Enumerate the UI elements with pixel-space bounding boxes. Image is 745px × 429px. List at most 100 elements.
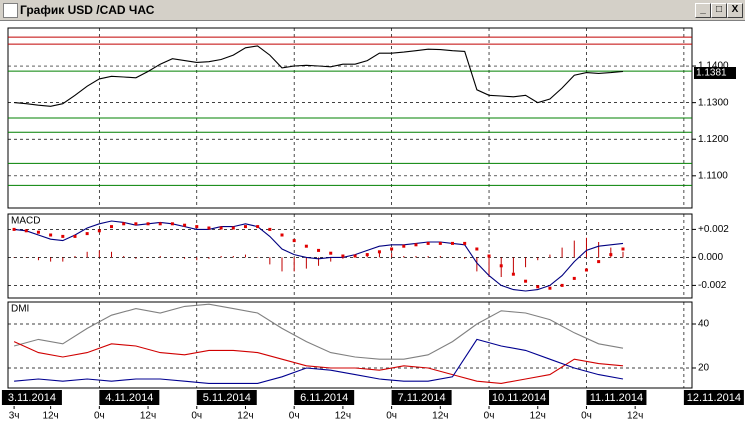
signal-dot bbox=[329, 251, 333, 255]
histogram-bar bbox=[598, 242, 600, 258]
signal-dot bbox=[183, 223, 187, 227]
histogram-bar bbox=[585, 237, 587, 258]
hour-label: 12ч bbox=[237, 411, 253, 422]
close-button[interactable]: X bbox=[727, 3, 743, 18]
histogram-bar bbox=[415, 256, 417, 258]
signal-dot bbox=[97, 229, 101, 233]
histogram-bar bbox=[208, 257, 210, 259]
date-box bbox=[1, 390, 62, 405]
minimize-button[interactable]: _ bbox=[695, 3, 711, 18]
histogram-bar bbox=[37, 257, 39, 261]
histogram-bar bbox=[464, 257, 466, 259]
signal-dot bbox=[110, 225, 114, 229]
y-tick-label: 20 bbox=[698, 363, 710, 374]
histogram-bar bbox=[25, 257, 27, 258]
signal-dot bbox=[341, 254, 345, 258]
signal-dot bbox=[317, 248, 321, 252]
signal-dot bbox=[572, 276, 576, 280]
date-label: 12.11.2014 bbox=[687, 392, 741, 404]
hour-label: 0ч bbox=[581, 411, 592, 422]
window-icon bbox=[3, 3, 18, 18]
date-box bbox=[683, 390, 744, 405]
histogram-bar bbox=[391, 253, 393, 258]
histogram-bar bbox=[257, 257, 259, 258]
histogram-bar bbox=[305, 257, 307, 269]
histogram-bar bbox=[293, 257, 295, 272]
signal-dot bbox=[377, 250, 381, 254]
maximize-button[interactable]: □ bbox=[711, 3, 727, 18]
signal-dot bbox=[12, 227, 16, 231]
y-tick-label: 1.1400 bbox=[698, 61, 729, 72]
signal-dot bbox=[170, 222, 174, 226]
histogram-bar bbox=[147, 257, 149, 258]
histogram-bar bbox=[196, 257, 198, 261]
signal-dot bbox=[73, 234, 77, 238]
histogram-bar bbox=[439, 256, 441, 258]
histogram-bar bbox=[451, 257, 453, 258]
date-label: 3.11.2014 bbox=[8, 392, 56, 404]
signal-dot bbox=[24, 229, 28, 233]
histogram-bar bbox=[111, 251, 113, 258]
signal-dot bbox=[390, 247, 394, 251]
y-tick-label: 1.1300 bbox=[698, 97, 729, 108]
hour-label: 12ч bbox=[335, 411, 351, 422]
histogram-bar bbox=[549, 254, 551, 258]
histogram-bar bbox=[74, 256, 76, 258]
hour-label: 0ч bbox=[484, 411, 495, 422]
signal-dot bbox=[426, 241, 430, 245]
signal-dot bbox=[195, 225, 199, 229]
signal-dot bbox=[609, 253, 613, 257]
signal-dot bbox=[207, 226, 211, 230]
date-label: 10.11.2014 bbox=[492, 392, 546, 404]
signal-dot bbox=[353, 254, 357, 258]
signal-dot bbox=[158, 222, 162, 226]
hour-label: 12ч bbox=[530, 411, 546, 422]
histogram-bar bbox=[135, 257, 137, 259]
signal-dot bbox=[597, 260, 601, 264]
histogram-bar bbox=[86, 251, 88, 258]
histogram-bar bbox=[123, 256, 125, 258]
histogram-bar bbox=[318, 257, 320, 266]
panel-frame bbox=[7, 301, 693, 389]
histogram-bar bbox=[98, 250, 100, 258]
hour-label: 0ч bbox=[94, 411, 105, 422]
hour-label: 12ч bbox=[140, 411, 156, 422]
histogram-bar bbox=[13, 257, 15, 258]
title-bar: График USD /CAD ЧАС _ □ X bbox=[0, 0, 745, 21]
histogram-bar bbox=[232, 256, 234, 258]
date-box bbox=[489, 390, 550, 405]
series-line bbox=[14, 338, 624, 384]
histogram-bar bbox=[488, 257, 490, 277]
signal-dot bbox=[49, 233, 53, 237]
window-title: График USD /CAD ЧАС bbox=[20, 3, 155, 17]
signal-dot bbox=[548, 286, 552, 290]
date-label: 5.11.2014 bbox=[203, 392, 251, 404]
panel-title: MACD bbox=[11, 216, 40, 227]
histogram-bar bbox=[427, 256, 429, 258]
last-price-label: 1.1381 bbox=[696, 68, 727, 79]
y-tick-label: 1.1200 bbox=[698, 134, 729, 145]
signal-dot bbox=[85, 232, 89, 236]
y-tick-label: 1.1100 bbox=[698, 170, 728, 181]
y-tick-label: +0.002 bbox=[698, 224, 729, 235]
signal-dot bbox=[584, 268, 588, 272]
signal-dot bbox=[304, 244, 308, 248]
hour-label: 0ч bbox=[191, 411, 202, 422]
signal-dot bbox=[511, 272, 515, 276]
signal-dot bbox=[438, 241, 442, 245]
hour-label: 3ч bbox=[9, 411, 20, 422]
date-box bbox=[391, 390, 452, 405]
signal-dot bbox=[487, 254, 491, 258]
signal-dot bbox=[146, 222, 150, 226]
signal-dot bbox=[560, 283, 564, 287]
signal-dot bbox=[414, 243, 418, 247]
signal-dot bbox=[463, 241, 467, 245]
histogram-bar bbox=[171, 257, 173, 258]
last-price-box bbox=[694, 67, 736, 79]
signal-dot bbox=[122, 222, 126, 226]
hour-label: 12ч bbox=[627, 411, 643, 422]
date-label: 7.11.2014 bbox=[398, 392, 446, 404]
signal-dot bbox=[243, 225, 247, 229]
histogram-bar bbox=[244, 254, 246, 258]
